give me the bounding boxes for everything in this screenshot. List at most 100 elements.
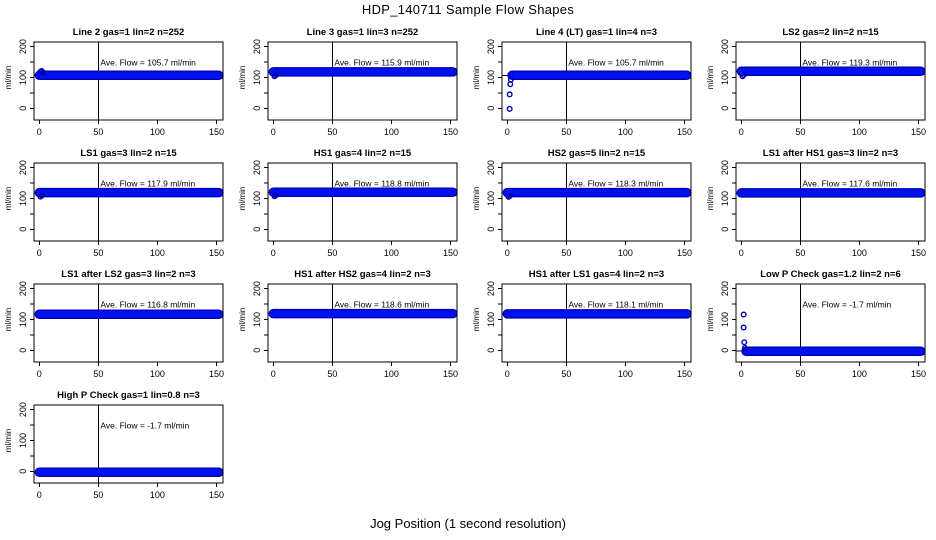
x-tick-label: 0 [37, 490, 42, 500]
x-tick-label: 50 [93, 369, 103, 379]
subplot-title: LS1 after LS2 gas=3 lin=2 n=3 [61, 269, 195, 280]
flow-point [38, 192, 45, 199]
x-tick-label: 0 [37, 248, 42, 258]
flow-point [507, 81, 514, 88]
y-tick-label: 200 [486, 39, 496, 54]
y-tick-label: 200 [252, 281, 262, 296]
y-tick-label: 200 [252, 39, 262, 54]
y-tick-label: 200 [486, 160, 496, 175]
y-tick-label: 100 [720, 70, 730, 85]
x-tick-label: 100 [618, 248, 633, 258]
y-tick-label: 200 [486, 281, 496, 296]
y-tick-label: 0 [486, 348, 496, 353]
x-tick-label: 100 [618, 127, 633, 137]
subplot-title: HS1 gas=4 lin=2 n=15 [314, 148, 412, 159]
y-axis-unit-label: ml/min [238, 187, 247, 211]
y-tick-label: 200 [252, 160, 262, 175]
y-tick-label: 0 [486, 227, 496, 232]
subplot-canvas: Line 4 (LT) gas=1 lin=4 n=3 0 100 200 ml/min… [472, 27, 692, 137]
x-tick-label: 100 [150, 490, 165, 500]
y-tick-label: 100 [720, 312, 730, 327]
y-tick-label: 0 [720, 348, 730, 353]
flow-point [506, 91, 513, 98]
y-axis-unit-label: ml/min [4, 308, 13, 332]
subplot-canvas: Line 2 gas=1 lin=2 n=252 0 100 200 ml/min 0 50… [4, 27, 224, 137]
x-tick-label: 150 [911, 127, 926, 137]
subplot-title: Line 4 (LT) gas=1 lin=4 n=3 [536, 27, 657, 38]
y-axis-unit-label: ml/min [472, 308, 481, 332]
flow-point [506, 192, 513, 199]
x-tick-label: 50 [561, 369, 571, 379]
y-tick-label: 100 [486, 191, 496, 206]
ave-flow-annotation: Ave. Flow = 118.1 ml/min [568, 300, 663, 310]
ave-flow-annotation: Ave. Flow = 119.3 ml/min [802, 58, 897, 68]
subplot-title: High P Check gas=1 lin=0.8 n=3 [57, 390, 200, 401]
subplot-title: HS2 gas=5 lin=2 n=15 [548, 148, 646, 159]
ave-flow-annotation: Ave. Flow = 115.9 ml/min [334, 58, 429, 68]
y-tick-label: 0 [18, 348, 28, 353]
subplot-line-3-gas-1-lin-3-n-252: Line 3 gas=1 lin=3 n=252 0 100 200 ml/min 0 50… [234, 22, 468, 143]
plot-box [33, 162, 224, 242]
x-tick-label: 50 [327, 127, 337, 137]
subplot-hs2-gas-5-lin-2-n-15: HS2 gas=5 lin=2 n=15 0 100 200 ml/min 0 50 100 1… [468, 143, 702, 264]
subplot-title: Line 3 gas=1 lin=3 n=252 [307, 27, 419, 38]
x-tick-label: 150 [677, 369, 692, 379]
y-tick-label: 200 [18, 160, 28, 175]
y-tick-label: 100 [486, 70, 496, 85]
x-tick-label: 150 [443, 248, 458, 258]
subplot-hs1-gas-4-lin-2-n-15: HS1 gas=4 lin=2 n=15 0 100 200 ml/min 0 50 100 1… [234, 143, 468, 264]
plot-box [735, 41, 926, 121]
x-tick-label: 100 [150, 369, 165, 379]
plot-box [735, 162, 926, 242]
x-tick-label: 0 [505, 248, 510, 258]
plot-box [501, 162, 692, 242]
y-tick-label: 0 [252, 348, 262, 353]
page-title: HDP_140711 Sample Flow Shapes [361, 2, 575, 17]
y-tick-label: 200 [18, 39, 28, 54]
y-axis-unit-label: ml/min [4, 187, 13, 211]
plot-box [501, 41, 692, 121]
flow-point [740, 71, 747, 78]
subplot-line-4-lt-gas-1-lin-4-n-3: Line 4 (LT) gas=1 lin=4 n=3 0 100 200 ml/min… [468, 22, 702, 143]
subplot-canvas: LS1 after HS1 gas=3 lin=2 n=3 0 100 200 ml/m… [706, 148, 926, 258]
plot-box [33, 283, 224, 363]
flow-point [741, 339, 748, 346]
x-tick-label: 150 [209, 490, 224, 500]
ave-flow-annotation: Ave. Flow = 105.7 ml/min [100, 58, 196, 68]
subplot-title: LS1 after HS1 gas=3 lin=2 n=3 [763, 148, 898, 159]
x-tick-label: 0 [739, 127, 744, 137]
y-tick-label: 100 [18, 433, 28, 448]
flow-point [272, 192, 279, 199]
x-tick-label: 100 [852, 369, 867, 379]
subplot-title: LS2 gas=2 lin=2 n=15 [782, 27, 879, 38]
x-tick-label: 100 [618, 369, 633, 379]
y-axis-unit-label: ml/min [472, 66, 481, 90]
x-tick-label: 100 [852, 248, 867, 258]
x-tick-label: 150 [443, 369, 458, 379]
x-axis-label: Jog Position (1 second resolution) [370, 516, 566, 531]
x-tick-label: 0 [37, 127, 42, 137]
y-tick-label: 100 [720, 191, 730, 206]
y-tick-label: 0 [18, 469, 28, 474]
x-tick-label: 150 [443, 127, 458, 137]
subplot-canvas: HS1 after LS1 gas=4 lin=2 n=3 0 100 200 ml/m… [472, 269, 692, 379]
y-axis-unit-label: ml/min [706, 308, 715, 332]
y-tick-label: 0 [252, 106, 262, 111]
y-tick-label: 200 [18, 281, 28, 296]
ave-flow-annotation: Ave. Flow = 117.9 ml/min [100, 179, 195, 189]
x-tick-label: 50 [561, 127, 571, 137]
x-tick-label: 100 [150, 248, 165, 258]
y-tick-label: 100 [252, 70, 262, 85]
y-tick-label: 0 [720, 106, 730, 111]
y-tick-label: 100 [18, 191, 28, 206]
ave-flow-annotation: Ave. Flow = 105.7 ml/min [568, 58, 664, 68]
ave-flow-annotation: Ave. Flow = 118.8 ml/min [334, 179, 429, 189]
plot-box [267, 283, 458, 363]
y-tick-label: 200 [720, 281, 730, 296]
plot-box [267, 162, 458, 242]
y-axis-unit-label: ml/min [238, 66, 247, 90]
subplot-ls1-after-ls2-gas-3-lin-2-n-3: LS1 after LS2 gas=3 lin=2 n=3 0 100 200 ml/m… [0, 264, 234, 385]
y-axis-unit-label: ml/min [238, 308, 247, 332]
y-tick-label: 100 [252, 191, 262, 206]
x-tick-label: 150 [209, 248, 224, 258]
